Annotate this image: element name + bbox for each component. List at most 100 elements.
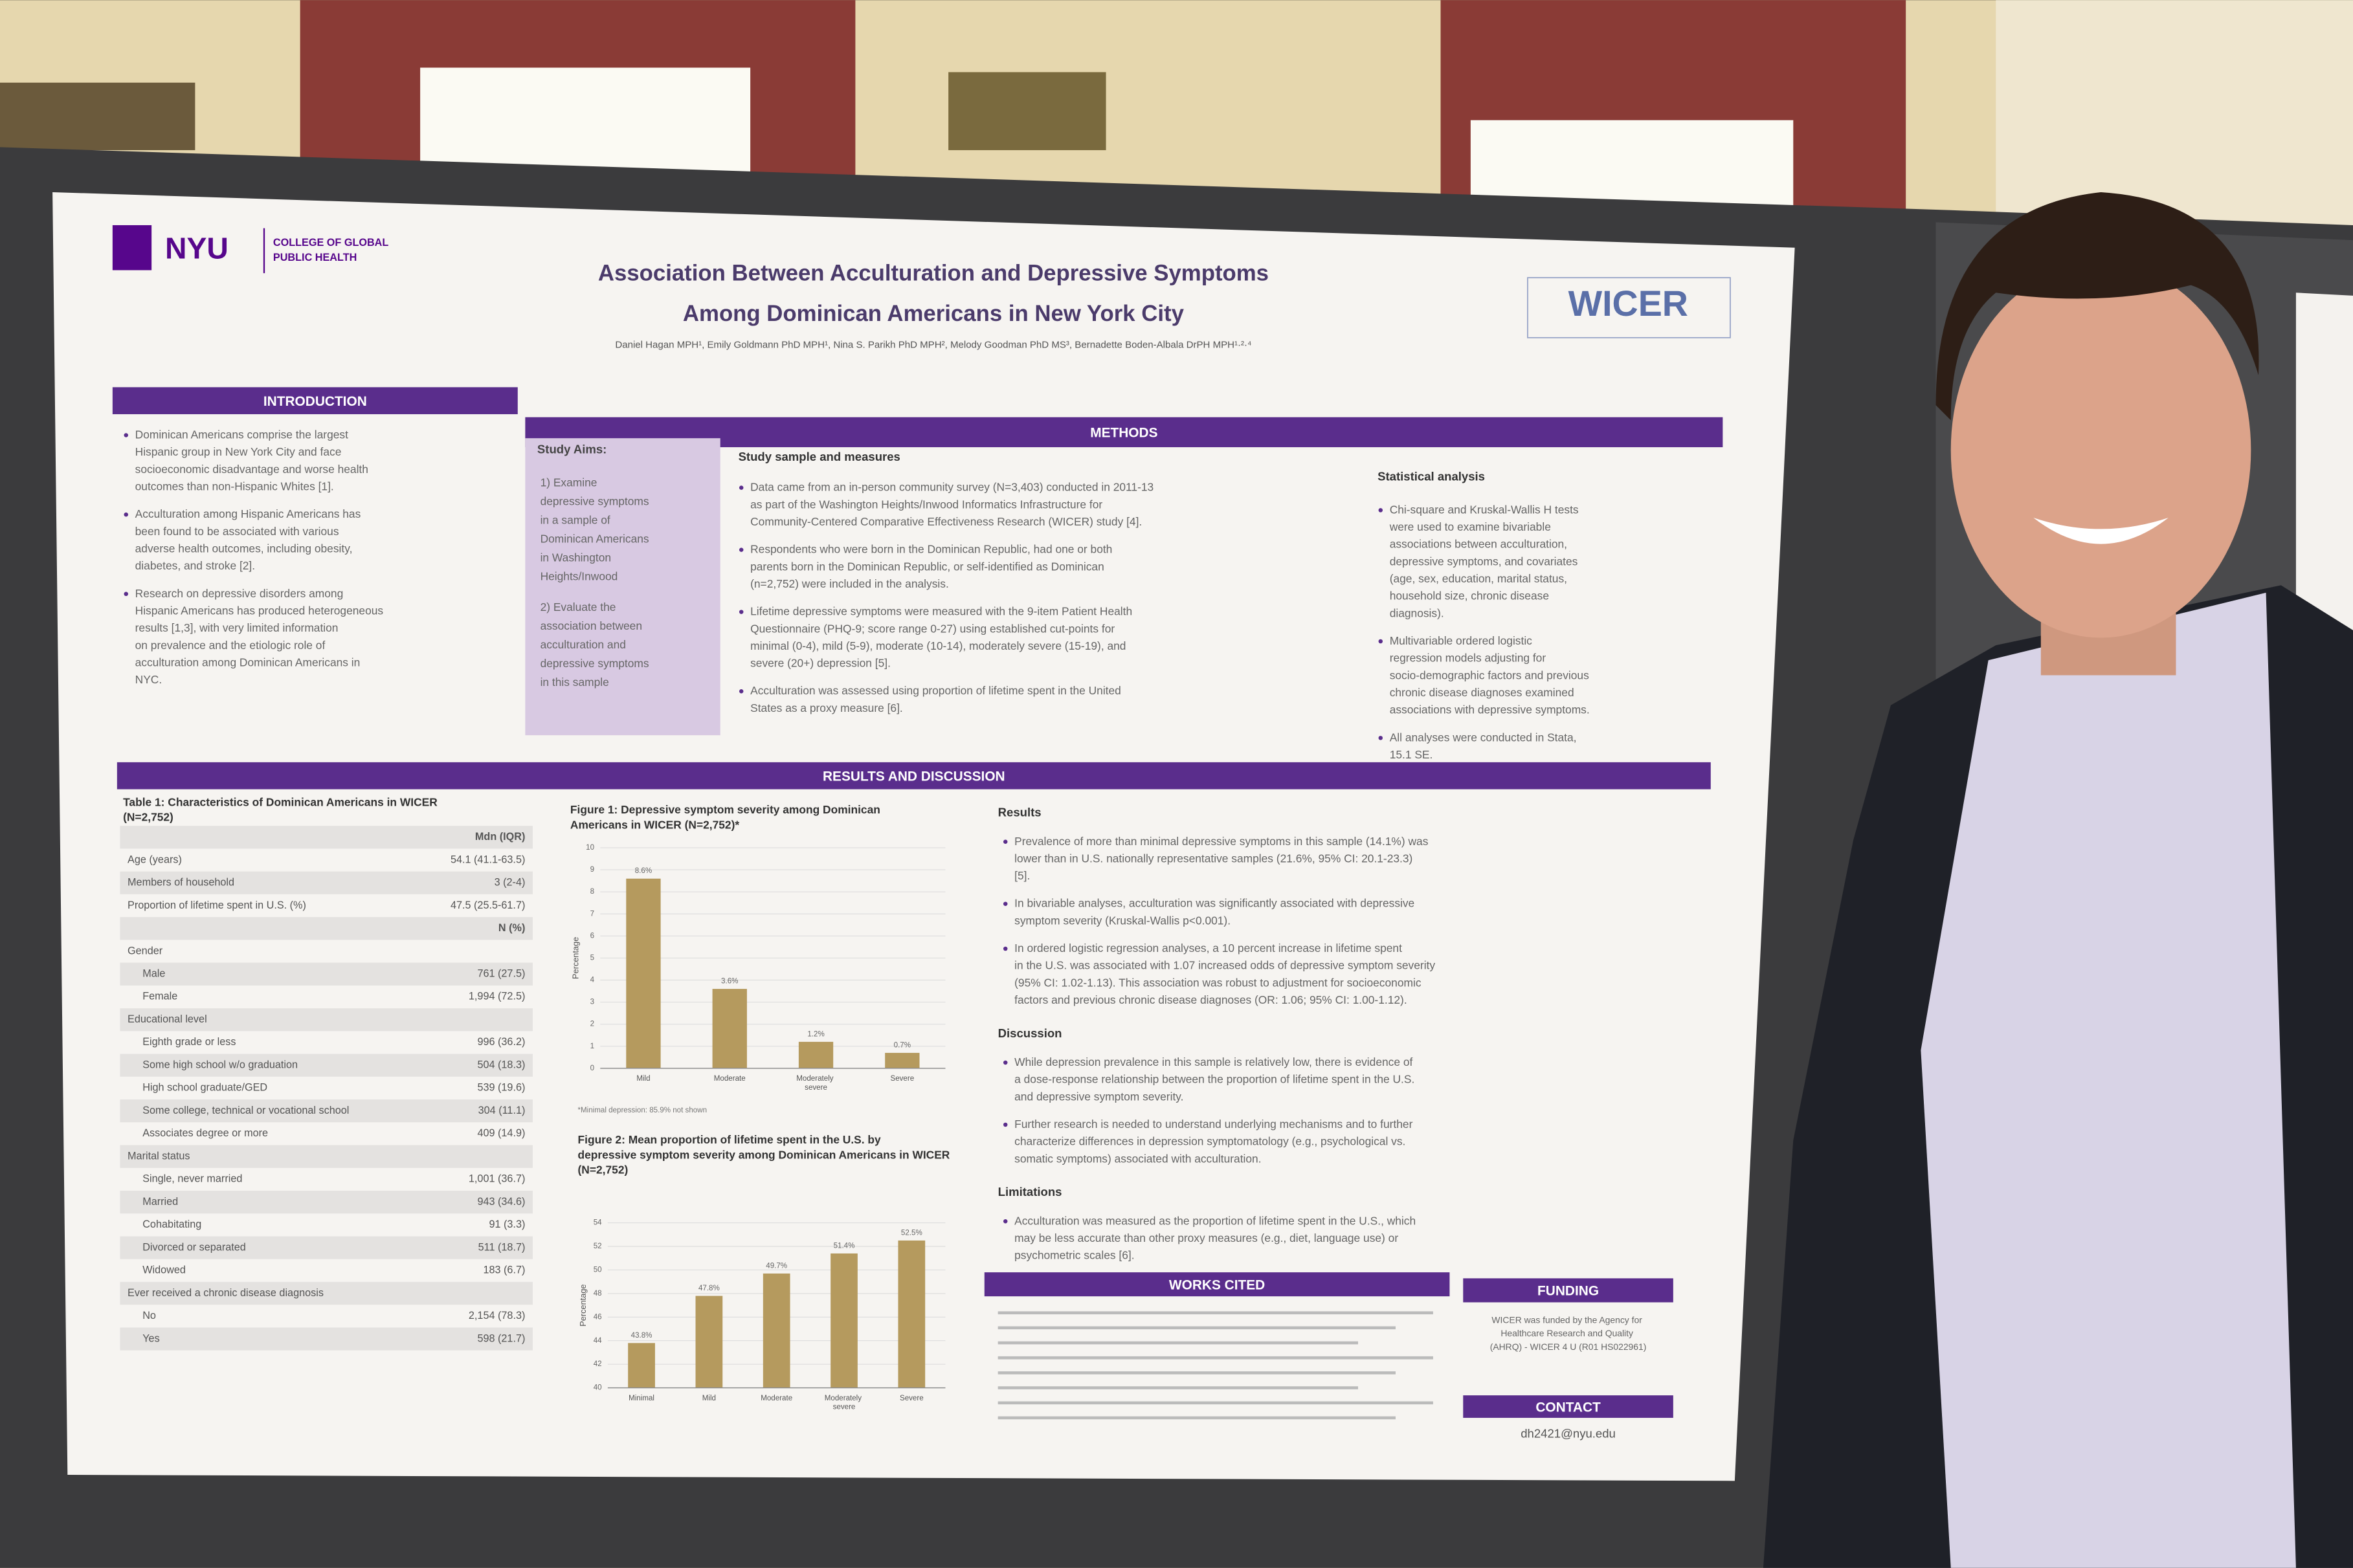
text-line: outcomes than non-Hispanic Whites [1].: [135, 480, 334, 492]
table-cell: Divorced or separated: [142, 1241, 246, 1253]
bar: [628, 1343, 655, 1388]
y-tick-label: 10: [586, 844, 594, 852]
text-line: Chi-square and Kruskal-Wallis H tests: [1390, 503, 1582, 516]
section-bar: [1463, 1395, 1673, 1418]
section-bar: [984, 1272, 1450, 1297]
text-line: in the U.S. was associated with 1.07 inc…: [1014, 958, 1438, 971]
y-tick-label: 48: [594, 1290, 602, 1297]
bullet: [1003, 1122, 1008, 1127]
table-cell: 409 (14.9): [477, 1127, 525, 1139]
text-line: characterize differences in depression s…: [1014, 1134, 1409, 1147]
bullet-text: While depression prevalence in this samp…: [1014, 1055, 1418, 1103]
bullet: [1378, 736, 1383, 740]
aims-box: [525, 438, 720, 736]
section-bar: [117, 762, 1711, 790]
value-label: 3.6%: [721, 978, 738, 986]
section-bar: [525, 417, 1723, 448]
text-line: States as a proxy measure [6].: [750, 701, 903, 714]
x-tick-label: Moderately severe: [825, 1395, 864, 1411]
table-cell: 511 (18.7): [478, 1241, 526, 1253]
subheading: Study sample and measures: [739, 450, 900, 463]
bullet: [1003, 1219, 1008, 1224]
text-line: associations with depressive symptoms.: [1390, 703, 1590, 716]
section-heading: METHODS: [1090, 426, 1157, 441]
text-line: in Washington: [541, 551, 614, 564]
painting: [948, 72, 1106, 151]
bullet-text: Further research is needed to understand…: [1014, 1118, 1416, 1165]
text-line: lower than in U.S. nationally representa…: [1014, 852, 1416, 865]
bullet: [739, 485, 744, 490]
x-tick-label: Severe: [890, 1075, 914, 1083]
figure-title: Figure 2: Mean proportion of lifetime sp…: [578, 1133, 953, 1176]
text-line: Acculturation was assessed using proport…: [750, 684, 1124, 697]
table-row-band: [120, 1054, 533, 1077]
funding-text: WICER was funded by the Agency for Healt…: [1490, 1314, 1647, 1352]
school-name: PUBLIC HEALTH: [273, 252, 357, 263]
table-row-band: [120, 962, 533, 986]
section-heading: CONTACT: [1535, 1400, 1601, 1415]
text-line: Severe: [890, 1075, 914, 1083]
value-label: 49.7%: [766, 1262, 787, 1270]
table-cell: Age (years): [128, 854, 182, 865]
table-cell: 598 (21.7): [477, 1332, 525, 1344]
text-line: associations between acculturation,: [1390, 537, 1570, 550]
text-line: regression models adjusting for: [1390, 651, 1549, 664]
text-line: on prevalence and the etiologic role of: [135, 638, 328, 651]
text-line: Minimal: [629, 1395, 654, 1402]
table-cell: Married: [142, 1196, 178, 1208]
y-tick-label: 46: [594, 1313, 602, 1321]
text-line: Moderately: [796, 1075, 836, 1083]
text-line: socio-demographic factors and previous: [1390, 668, 1592, 681]
poster-title: Among Dominican Americans in New York Ci…: [683, 302, 1185, 326]
poster-title: Association Between Acculturation and De…: [598, 261, 1269, 286]
table-cell: Ever received a chronic disease diagnosi…: [128, 1287, 324, 1299]
logo-mark: [112, 225, 152, 271]
y-tick-label: 1: [590, 1043, 594, 1050]
bullet: [1003, 901, 1008, 906]
bullet: [124, 591, 128, 597]
text-line: Community-Centered Comparative Effective…: [750, 515, 1142, 528]
text-line: Multivariable ordered logistic: [1390, 634, 1535, 647]
table-title: Table 1: Characteristics of Dominican Am…: [123, 795, 441, 823]
doorway: [1996, 0, 2353, 225]
authors: Daniel Hagan MPH¹, Emily Goldmann PhD MP…: [615, 339, 1251, 350]
text-line: In bivariable analyses, acculturation wa…: [1014, 896, 1418, 909]
bar: [626, 878, 661, 1068]
text-line: minimal (0-4), mild (5-9), moderate (10-…: [750, 639, 1129, 652]
y-tick-label: 4: [590, 977, 595, 984]
bullet: [124, 512, 128, 517]
bullet-text: Chi-square and Kruskal-Wallis H tests we…: [1389, 503, 1582, 619]
bullet: [739, 547, 744, 552]
y-tick-label: 40: [594, 1384, 602, 1392]
y-tick-label: 52: [594, 1242, 602, 1250]
table-cell: N (%): [498, 922, 525, 934]
table-cell: 761 (27.5): [477, 968, 525, 980]
table-cell: 304 (11.1): [478, 1105, 526, 1116]
text-line: Further research is needed to understand…: [1014, 1118, 1416, 1131]
partner-logo: WICER: [1568, 283, 1688, 324]
x-tick-label: Mild: [636, 1075, 650, 1083]
text-line: WICER was funded by the Agency for: [1491, 1314, 1644, 1325]
text-line: Dominican Americans: [541, 532, 652, 545]
person: [1763, 192, 2353, 1568]
text-line: were used to examine bivariable: [1389, 520, 1554, 533]
table-cell: Female: [142, 991, 177, 1002]
table-cell: 183 (6.7): [483, 1264, 525, 1276]
table-cell: Some high school w/o graduation: [142, 1059, 298, 1070]
table-cell: 943 (34.6): [477, 1196, 525, 1208]
text-line: Acculturation was measured as the propor…: [1014, 1214, 1419, 1227]
table-cell: Some college, technical or vocational sc…: [142, 1105, 349, 1116]
table-cell: Eighth grade or less: [142, 1036, 236, 1048]
y-tick-label: 50: [594, 1266, 602, 1274]
table-cell: High school graduate/GED: [142, 1082, 267, 1094]
bullet-text: In bivariable analyses, acculturation wa…: [1014, 896, 1418, 927]
text-line: (AHRQ) - WICER 4 U (R01 HS022961): [1490, 1342, 1647, 1352]
table-row-band: [120, 1145, 533, 1168]
text-line: household size, chronic disease: [1390, 589, 1552, 602]
window: [420, 67, 751, 181]
text-line: 1) Examine: [541, 476, 601, 489]
text-line: In ordered logistic regression analyses,…: [1014, 942, 1405, 955]
logo: NYU: [165, 232, 229, 265]
subheading: Limitations: [998, 1185, 1062, 1198]
